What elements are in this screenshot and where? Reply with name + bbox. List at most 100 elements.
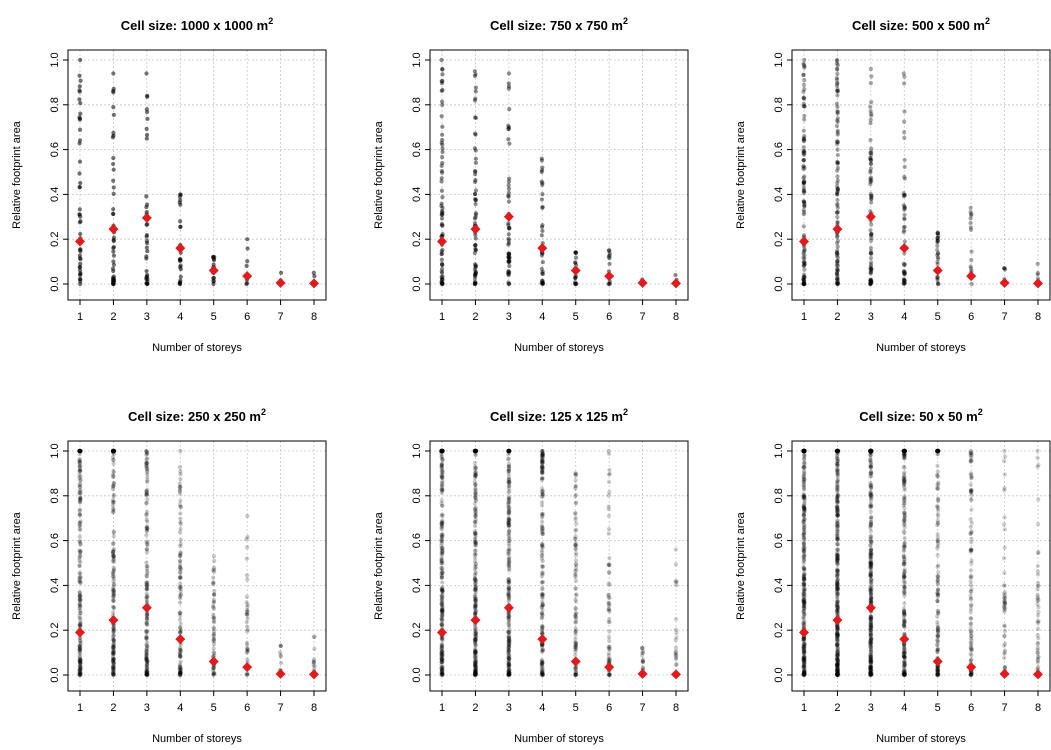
scatter-point	[110, 487, 116, 492]
scatter-point	[473, 667, 478, 673]
scatter-point	[473, 587, 478, 592]
scatter-point	[77, 448, 82, 454]
scatter-point	[868, 251, 873, 256]
scatter-point	[473, 646, 478, 651]
scatter-point	[312, 664, 317, 669]
scatter-point	[506, 629, 511, 635]
scatter-point	[439, 601, 444, 606]
scatter-point	[834, 139, 839, 144]
scatter-point	[111, 637, 116, 642]
scatter-point	[77, 650, 82, 655]
scatter-point	[968, 672, 974, 677]
scatter-point	[573, 486, 578, 491]
scatter-point	[835, 280, 841, 286]
scatter-point	[506, 562, 511, 567]
scatter-point	[835, 165, 841, 171]
scatter-point	[1002, 601, 1008, 606]
scatter-point	[440, 617, 445, 622]
scatter-point	[440, 560, 445, 565]
scatter-point	[144, 254, 149, 259]
scatter-point	[77, 548, 82, 553]
scatter-point	[473, 660, 478, 665]
scatter-point	[145, 469, 150, 475]
scatter-point	[439, 538, 445, 544]
scatter-point	[573, 620, 578, 625]
scatter-point	[473, 667, 478, 672]
scatter-point	[144, 651, 149, 657]
scatter-point	[801, 166, 806, 172]
scatter-point	[835, 533, 840, 538]
scatter-point	[110, 652, 115, 657]
scatter-point	[111, 557, 116, 562]
scatter-point	[506, 581, 511, 586]
scatter-point	[868, 150, 873, 156]
scatter-point	[439, 208, 445, 214]
scatter-point	[540, 457, 545, 463]
scatter-point	[835, 647, 840, 652]
scatter-point	[868, 566, 873, 571]
scatter-point	[473, 243, 478, 248]
scatter-point	[439, 280, 444, 285]
scatter-point	[77, 499, 83, 504]
mean-marker	[503, 211, 514, 222]
scatter-point	[935, 230, 940, 235]
scatter-point	[834, 523, 839, 528]
scatter-point	[145, 580, 150, 585]
scatter-point	[277, 650, 283, 655]
scatter-point	[145, 594, 150, 599]
scatter-point	[212, 567, 217, 572]
scatter-point	[802, 262, 807, 267]
scatter-point	[145, 613, 150, 619]
scatter-point	[439, 487, 444, 492]
scatter-point	[506, 190, 511, 195]
scatter-point	[868, 621, 874, 626]
scatter-point	[868, 521, 873, 526]
scatter-point	[77, 448, 82, 454]
scatter-point	[111, 593, 117, 598]
scatter-point	[506, 671, 512, 676]
scatter-point	[473, 148, 478, 153]
scatter-point	[473, 448, 478, 454]
scatter-point	[473, 670, 478, 675]
scatter-point	[935, 588, 940, 593]
scatter-point	[935, 463, 940, 468]
scatter-point	[834, 253, 840, 258]
scatter-point	[439, 448, 444, 454]
scatter-point	[473, 448, 478, 454]
scatter-point	[801, 565, 806, 570]
scatter-point	[439, 448, 444, 454]
scatter-point	[439, 586, 445, 591]
scatter-point	[902, 544, 907, 550]
scatter-point	[540, 280, 545, 285]
scatter-point	[439, 636, 444, 642]
scatter-point	[507, 568, 512, 573]
scatter-point	[278, 653, 283, 658]
scatter-point	[968, 621, 974, 627]
x-axis-label: Number of storeys	[152, 733, 242, 745]
scatter-point	[506, 551, 511, 557]
scatter-point	[178, 192, 183, 197]
scatter-point	[440, 274, 445, 279]
scatter-point	[177, 530, 183, 535]
scatter-point	[473, 599, 478, 604]
scatter-point	[439, 448, 444, 454]
scatter-point	[211, 255, 216, 260]
scatter-point	[1003, 648, 1008, 653]
scatter-point	[439, 645, 444, 651]
scatter-point	[211, 262, 216, 267]
scatter-point	[540, 271, 545, 276]
scatter-point	[802, 149, 807, 154]
scatter-point	[473, 530, 478, 536]
scatter-point	[473, 637, 478, 642]
scatter-point	[440, 588, 445, 593]
scatter-point	[440, 671, 445, 676]
scatter-point	[111, 249, 116, 254]
scatter-point	[145, 587, 150, 592]
scatter-point	[868, 179, 873, 184]
mean-marker	[108, 224, 119, 235]
scatter-point	[439, 667, 445, 673]
scatter-point	[144, 194, 149, 199]
scatter-point	[935, 252, 940, 258]
scatter-point	[968, 593, 973, 599]
scatter-point	[440, 613, 445, 618]
